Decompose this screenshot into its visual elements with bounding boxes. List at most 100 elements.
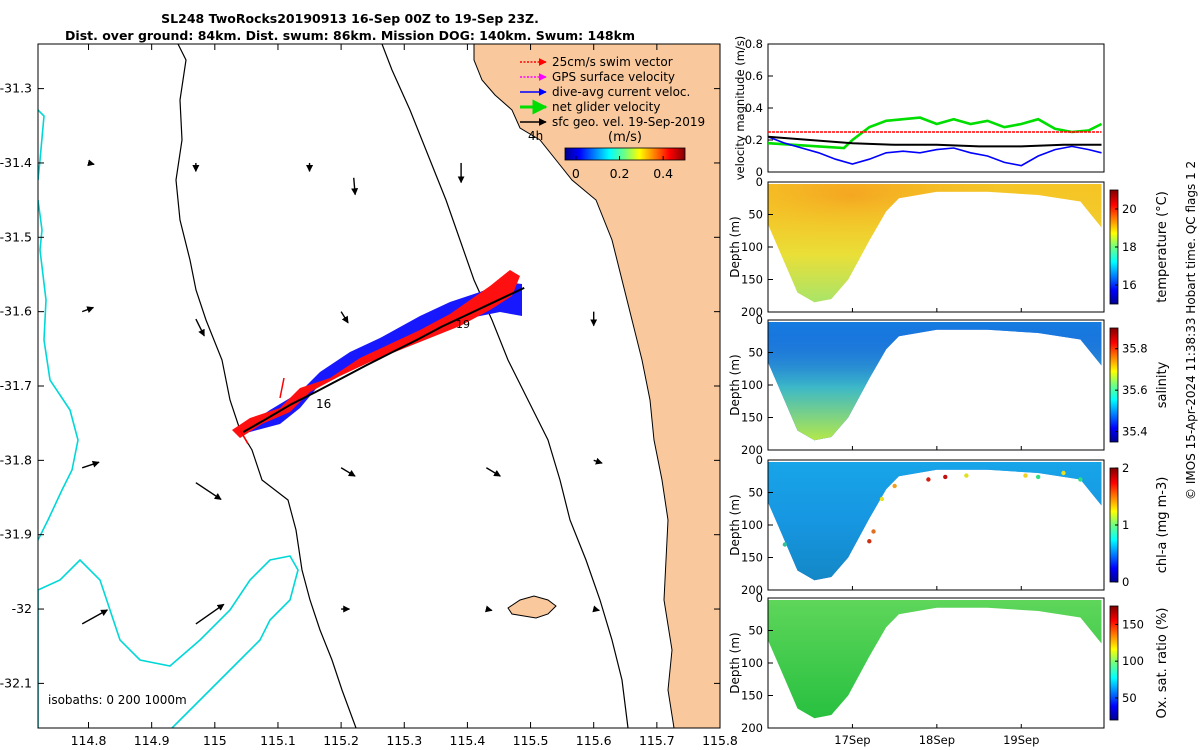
chlorophyll-shelf-water [768, 462, 1102, 581]
speed-colorbar-tick-label: 0 [572, 166, 580, 181]
section-colorbar-gradient [1109, 327, 1119, 443]
velocity-ytick-label: 0.8 [745, 37, 763, 51]
swim-vector-band [232, 270, 520, 438]
sfc-vector [351, 177, 359, 196]
section-colorbar-tick-label: 35.6 [1122, 383, 1148, 397]
swim-arrow-a [279, 377, 285, 399]
map-xtick-label: 115.8 [702, 733, 738, 748]
track-line [242, 286, 525, 433]
speed-colorbar-tick-label: 0.2 [610, 166, 630, 181]
depth-tick-label: 50 [748, 346, 763, 360]
map-xtick-label: 115.7 [639, 733, 675, 748]
depth-tick-label: 0 [756, 313, 763, 327]
depth-tick-label: 100 [741, 518, 763, 532]
section-colorbar-gradient [1109, 605, 1119, 721]
start-swim-arrow [239, 429, 249, 445]
sfc-vector [81, 460, 100, 469]
map-xtick-label: 115 [203, 733, 227, 748]
section-colorbar-tick-label: 1 [1122, 518, 1129, 532]
sfc-vector [485, 467, 501, 477]
track-end-label: 4h [528, 129, 543, 143]
section-colorbar-tick-label: 50 [1122, 691, 1137, 705]
velocity-ytick-label: 0.2 [745, 133, 763, 147]
sfc-vector [340, 311, 349, 324]
salinity-panel [768, 322, 1102, 441]
glider-track [232, 270, 525, 445]
depth-tick-label: 150 [741, 411, 763, 425]
oxygen-panel [768, 600, 1102, 719]
isobath-0-coast [38, 199, 79, 541]
velocity-frame [767, 43, 1105, 173]
section-colorbar-label: Ox. sat. ratio (%) [1155, 608, 1170, 719]
depth-tick-label: 200 [741, 443, 763, 457]
rottnest-island [507, 595, 557, 619]
velocity-ytick-label: 0.6 [745, 69, 763, 83]
map-xtick-label: 114.9 [134, 733, 170, 748]
speed-colorbar: (m/s) 0 0.2 0.4 [564, 130, 686, 181]
depth-tick-label: 50 [748, 486, 763, 500]
chlorophyll-hotspot [1023, 473, 1028, 478]
depth-tick-label: 200 [741, 305, 763, 319]
map-xtick-label: 115.1 [260, 733, 296, 748]
surface-geostrophic-vectors [81, 159, 603, 625]
salinity-deep-water [768, 322, 1102, 441]
chlorophyll-hotspot [943, 474, 948, 480]
sfc-vector [195, 318, 205, 337]
map-ytick-label: -31.4 [0, 155, 32, 170]
chlorophyll-hotspot [964, 473, 969, 478]
sfc-vector [592, 605, 600, 613]
velocity-series [767, 116, 1103, 167]
velocity-ylabel: velocity magnitude (m/s) [733, 36, 747, 181]
sfc-vector [81, 609, 109, 625]
depth-ylabel: Depth (m) [728, 216, 742, 277]
section-colorbar-tick-label: 35.4 [1122, 425, 1148, 439]
map-ytick-label: -31.8 [0, 452, 32, 467]
map-xtick-label: 115.2 [323, 733, 359, 748]
legend-label: net glider velocity [552, 100, 660, 114]
chlorophyll-hotspot [1061, 470, 1066, 476]
depth-tick-label: 100 [741, 240, 763, 254]
sfc-vector [593, 457, 603, 465]
map-xtick-label: 115.6 [576, 733, 612, 748]
isobath-200b [381, 44, 629, 728]
track-mid-label: 19 [456, 318, 470, 331]
legend-label: GPS surface velocity [552, 70, 675, 84]
speed-colorbar-gradient [564, 147, 686, 161]
oxygen-field [768, 600, 1102, 719]
section-colorbar-tick-label: 16 [1122, 278, 1137, 292]
sfc-vector [340, 467, 356, 477]
title-line-2: Dist. over ground: 84km. Dist. swum: 86k… [65, 28, 635, 43]
depth-tick-label: 100 [741, 656, 763, 670]
chlorophyll-hotspot [871, 529, 876, 534]
depth-tick-label: 150 [741, 551, 763, 565]
depth-tick-label: 150 [741, 273, 763, 287]
sfc-vector [195, 603, 225, 625]
isobath-200 [38, 555, 299, 728]
section-colorbar-tick-label: 2 [1122, 461, 1129, 475]
isobath-label: isobaths: 0 200 1000m [48, 693, 187, 707]
legend-label: sfc geo. vel. 19-Sep-2019 [552, 115, 705, 129]
imos-credit: © IMOS 15-Apr-2024 11:38:33 Hobart time.… [1184, 160, 1198, 500]
map-axes: 114.8 114.9 115 115.1 115.2 115.3 115.4 115.5 11… [0, 44, 738, 748]
map-xtick-label: 115.5 [513, 733, 549, 748]
depth-tick-label: 50 [748, 624, 763, 638]
depth-tick-label: 50 [748, 208, 763, 222]
speed-colorbar-tick-label: 0.4 [653, 166, 673, 181]
chlorophyll-hotspot [782, 542, 788, 547]
depth-tick-label: 0 [756, 453, 763, 467]
sfc-vector [195, 482, 222, 501]
depth-tick-label: 200 [741, 583, 763, 597]
map-xtick-label: 115.3 [386, 733, 422, 748]
track-start-label: 16 [316, 397, 331, 411]
title-line-1: SL248 TwoRocks20190913 16-Sep 00Z to 19-… [161, 11, 539, 26]
velocity-series-line [767, 136, 1102, 167]
velocity-panel: 0 0.2 0.4 0.6 0.8 velocity magnitude (m/s) [733, 36, 1105, 181]
section-colorbar-label: temperature (°C) [1155, 191, 1170, 303]
section-colorbar-tick-label: 150 [1122, 617, 1144, 631]
map-xtick-label: 115.4 [450, 733, 486, 748]
map-ytick-label: -31.7 [0, 378, 32, 393]
